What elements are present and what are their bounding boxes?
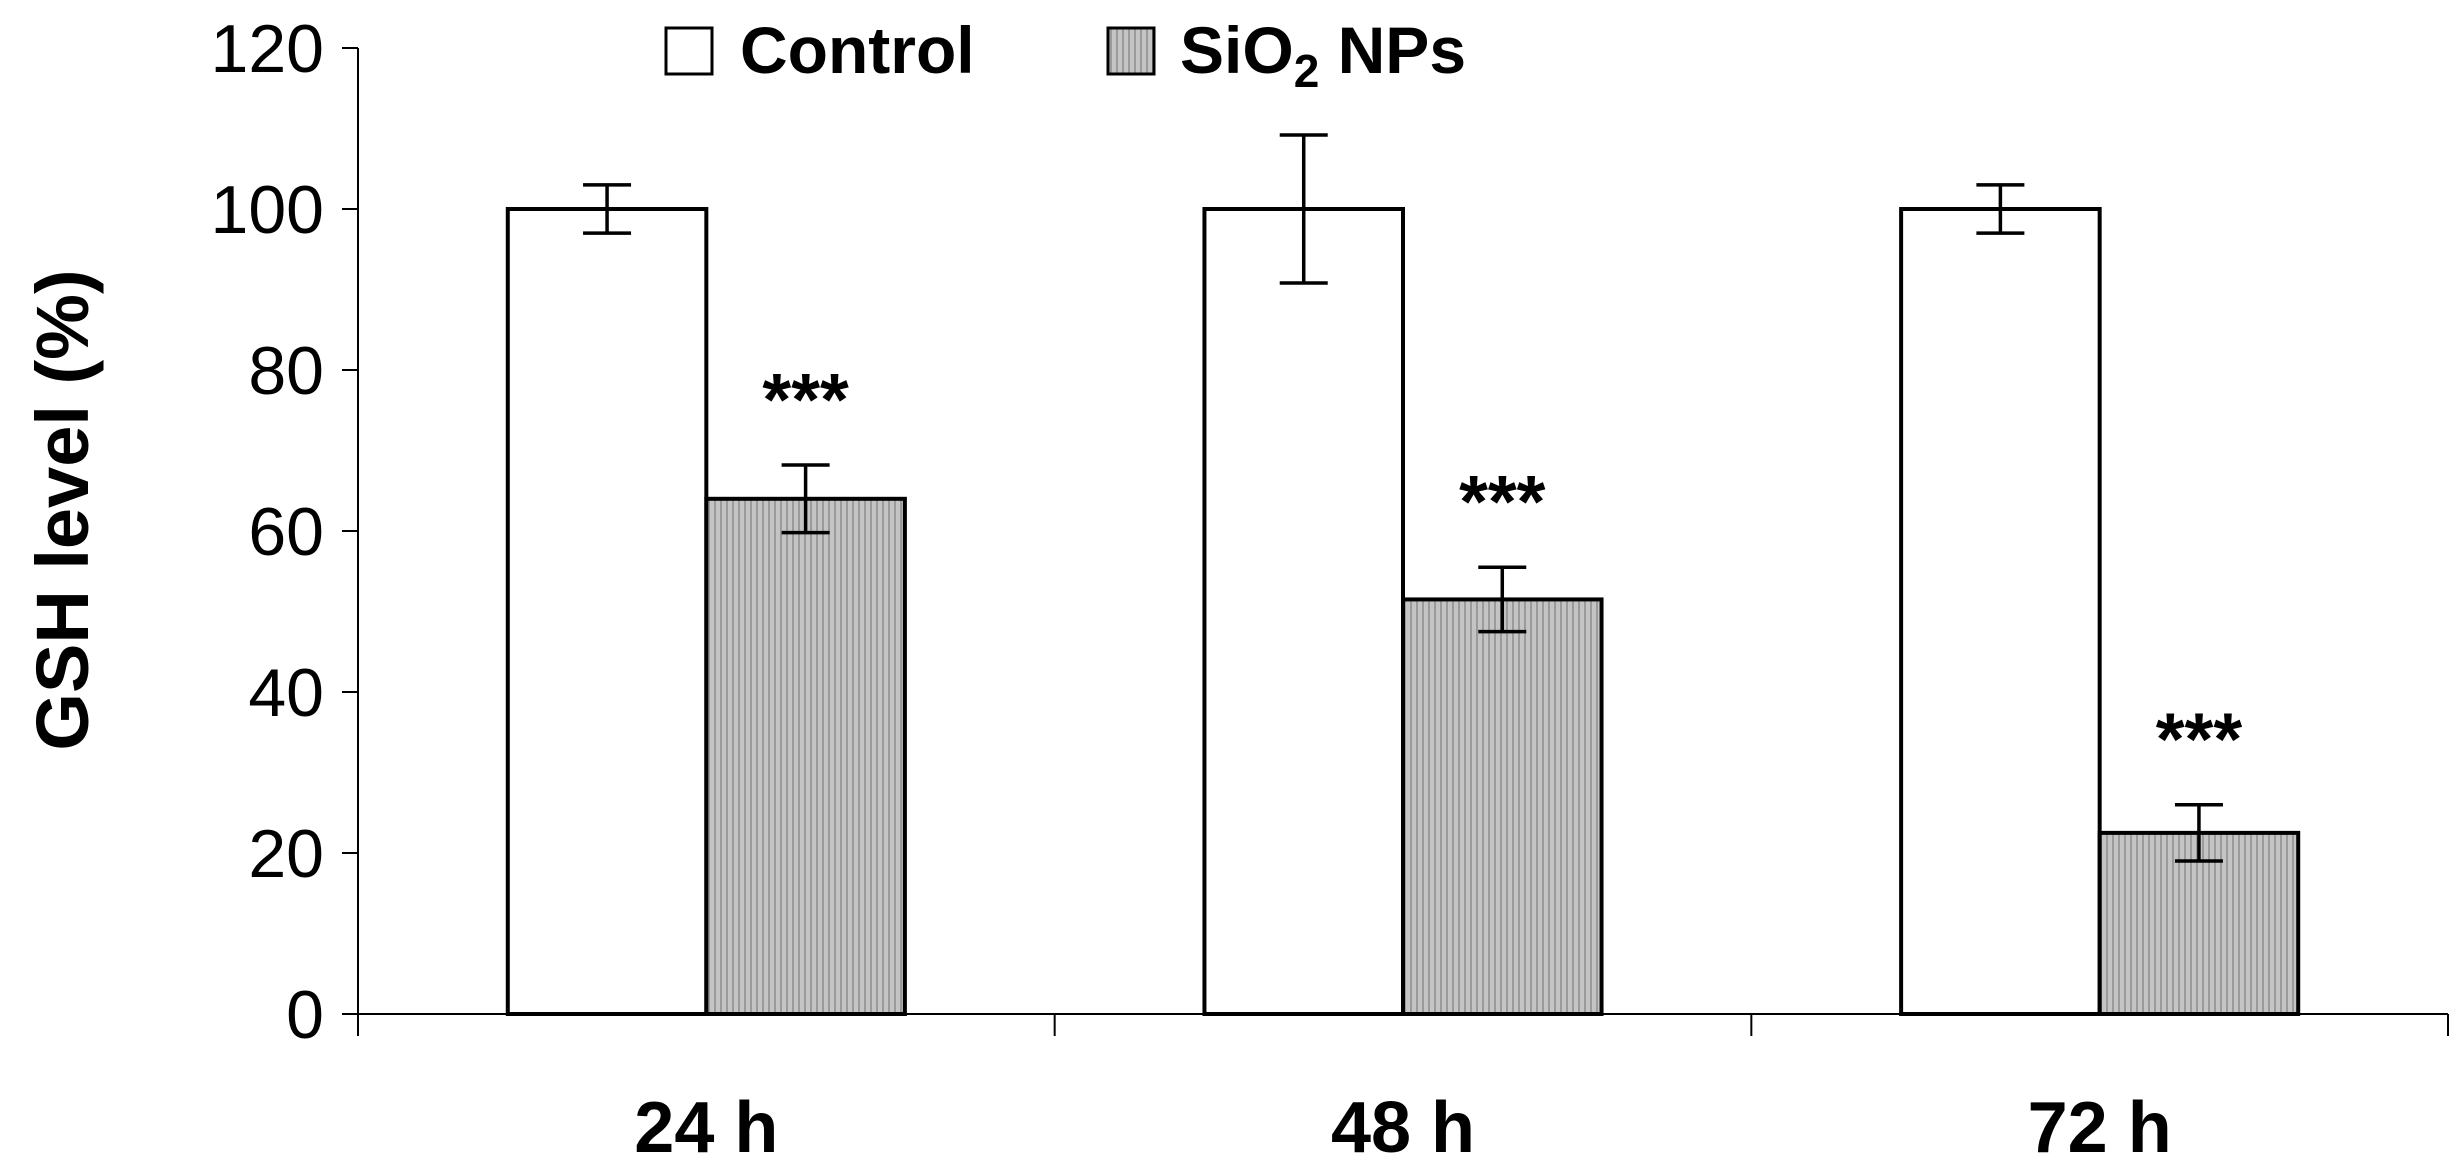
legend-label-sio2: SiO2 NPs — [1180, 13, 1466, 97]
x-axis: 24 h 48 h 72 h — [357, 1013, 2449, 1168]
significance-marker: *** — [2156, 698, 2243, 781]
bar-series-1 — [704, 496, 907, 1016]
bar-series-1 — [2097, 830, 2301, 1016]
legend-label-sio2-rest: NPs — [1319, 13, 1466, 87]
legend-swatch-control — [664, 26, 714, 76]
x-category-label: 72 h — [2028, 1088, 2172, 1168]
bar-series-0 — [1202, 207, 1405, 1016]
y-tick-label: 120 — [211, 11, 324, 87]
significance-layer: *** *** *** — [762, 358, 2242, 781]
y-tick-label: 40 — [248, 655, 324, 731]
error-bars-layer — [583, 133, 2223, 863]
y-tick-label: 20 — [248, 816, 324, 892]
y-axis-title: GSH level (%) — [21, 269, 104, 750]
bar-series-0 — [1899, 207, 2102, 1016]
y-tick-label: 80 — [248, 333, 324, 409]
significance-marker: *** — [1459, 460, 1546, 543]
legend-label-sio2-main: SiO — [1180, 13, 1294, 87]
y-axis: 0 20 40 60 80 100 120 — [211, 11, 359, 1053]
y-tick-label: 100 — [211, 172, 324, 248]
legend: Control SiO2 NPs — [664, 13, 1466, 97]
y-tick-label: 0 — [286, 977, 324, 1053]
x-category-label: 48 h — [1331, 1088, 1475, 1168]
x-category-label: 24 h — [634, 1088, 778, 1168]
y-tick-label: 60 — [248, 494, 324, 570]
legend-label-sio2-sub: 2 — [1294, 45, 1320, 97]
legend-swatch-sio2 — [1106, 26, 1156, 76]
bar-series-1 — [1401, 597, 1604, 1016]
bars-layer — [505, 207, 2301, 1016]
y-axis-title-group: GSH level (%) — [21, 269, 104, 750]
bar-series-0 — [505, 207, 709, 1016]
legend-label-control: Control — [740, 13, 975, 87]
significance-marker: *** — [762, 358, 849, 441]
